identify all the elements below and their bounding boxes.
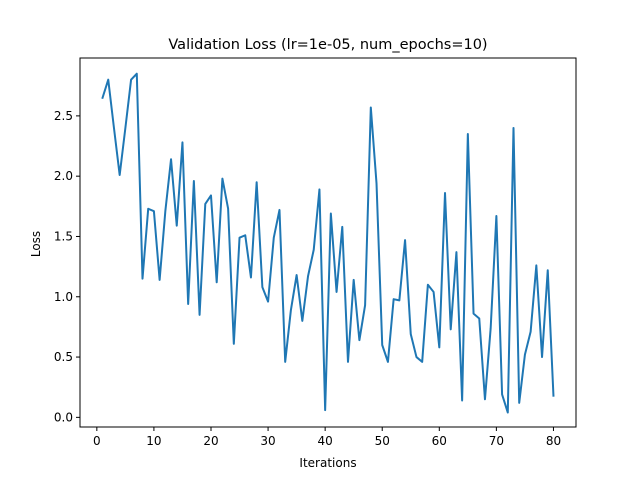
x-tick-label: 40 [318, 434, 333, 448]
y-tick-label: 1.0 [54, 290, 73, 304]
y-tick-label: 2.5 [54, 109, 73, 123]
series-line [101, 72, 555, 414]
x-tick-label: 20 [203, 434, 218, 448]
axis-ticks: 0 10 20 30 40 50 60 70 80 0.0 0.5 1.0 1.5 2.0 2.5 [54, 109, 561, 448]
y-tick-label: 2.0 [54, 169, 73, 183]
y-tick-label: 1.5 [54, 229, 73, 243]
x-tick-label: 50 [375, 434, 390, 448]
x-tick-label: 10 [146, 434, 161, 448]
y-tick-label: 0.5 [54, 350, 73, 364]
plot-frame [79, 57, 577, 428]
x-tick-label: 30 [260, 434, 275, 448]
x-tick-label: 0 [93, 434, 101, 448]
x-tick-label: 70 [489, 434, 504, 448]
x-tick-label: 60 [432, 434, 447, 448]
chart-title: Validation Loss (lr=1e-05, num_epochs=10… [168, 37, 487, 53]
y-axis-label: Loss [29, 231, 43, 257]
y-tick-label: 0.0 [54, 410, 73, 424]
x-tick-label: 80 [546, 434, 561, 448]
x-axis-label: Iterations [299, 456, 356, 470]
